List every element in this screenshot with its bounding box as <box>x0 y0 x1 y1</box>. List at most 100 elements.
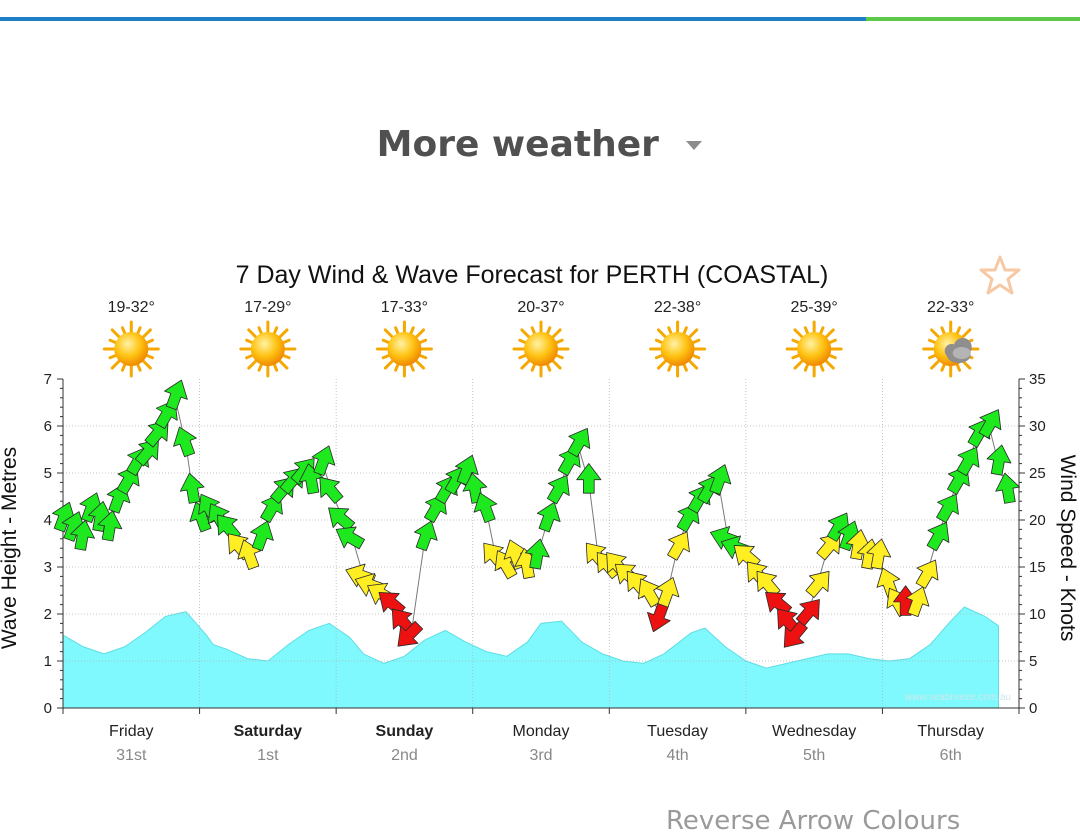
left-axis-label: Wave Height - Metres <box>0 447 21 649</box>
right-axis-tick-label: 0 <box>1029 700 1037 717</box>
favourite-star-icon[interactable] <box>979 255 1021 295</box>
more-weather-label[interactable]: More weather <box>376 124 659 165</box>
sun-icon <box>785 320 843 378</box>
wind-arrow <box>524 538 550 570</box>
day-temperature: 22-33° <box>927 299 974 316</box>
reverse-arrow-colours-link[interactable]: Reverse Arrow Colours <box>666 806 961 836</box>
wind-arrow <box>576 463 602 494</box>
x-axis-date-label: 4th <box>666 747 688 764</box>
wind-arrow <box>335 526 365 550</box>
wind-arrow <box>805 570 830 598</box>
wind-arrow <box>70 519 95 551</box>
wind-arrow <box>866 538 892 570</box>
right-axis-label: Wind Speed - Knots <box>1056 455 1079 642</box>
wind-wave-chart: 7 Day Wind & Wave Forecast for PERTH (CO… <box>0 255 1079 764</box>
sun-icon <box>102 320 160 378</box>
wind-arrow <box>179 472 205 504</box>
wind-arrow <box>845 529 871 561</box>
x-axis-day-label: Monday <box>513 723 570 740</box>
sun-icon <box>649 320 707 378</box>
top-accent-bar-green <box>866 17 1080 21</box>
wave-height-area <box>62 606 999 709</box>
wind-arrow <box>328 507 356 532</box>
wind-arrow <box>995 472 1021 504</box>
wind-arrow <box>546 475 570 505</box>
wind-arrow <box>707 464 732 495</box>
chevron-down-icon[interactable] <box>685 139 703 151</box>
x-axis-day-label: Thursday <box>917 723 984 740</box>
right-axis-tick-label: 5 <box>1029 653 1037 670</box>
day-temperature: 17-29° <box>244 299 291 316</box>
left-axis-tick-label: 7 <box>44 371 52 388</box>
wind-arrow <box>250 520 274 552</box>
x-axis-date-label: 6th <box>940 747 962 764</box>
sun-icon <box>239 320 297 378</box>
x-axis-day-label: Tuesday <box>647 723 708 740</box>
right-axis-tick-label: 25 <box>1029 465 1046 482</box>
day-temperature: 25-39° <box>790 299 837 316</box>
right-axis-tick-label: 10 <box>1029 606 1046 623</box>
wind-arrow <box>956 446 980 477</box>
x-axis-date-label: 1st <box>257 747 279 764</box>
wind-arrow <box>795 599 820 627</box>
wind-arrow <box>837 520 862 552</box>
wind-arrow <box>378 592 406 617</box>
x-axis-day-label: Saturday <box>234 723 303 740</box>
right-axis-tick-label: 30 <box>1029 418 1046 435</box>
left-axis-tick-label: 2 <box>44 606 52 623</box>
chart-watermark: www.seabreeze.com.au <box>904 692 1011 703</box>
right-axis-tick-label: 15 <box>1029 559 1046 576</box>
day-temperature: 19-32° <box>108 299 155 316</box>
sun-icon <box>375 320 433 378</box>
wind-arrow <box>915 559 939 589</box>
wind-arrow <box>473 492 498 524</box>
wind-arrow <box>783 620 808 648</box>
left-axis-tick-label: 6 <box>44 418 52 435</box>
wind-arrow <box>926 522 950 552</box>
wind-arrow <box>986 444 1012 476</box>
wind-arrow <box>311 445 336 477</box>
wind-arrow <box>733 545 761 570</box>
x-axis-day-label: Sunday <box>376 723 434 740</box>
day-temperature: 17-33° <box>381 299 428 316</box>
wind-arrow <box>164 379 188 411</box>
wind-arrow <box>514 547 540 579</box>
day-temperature: 20-37° <box>517 299 564 316</box>
left-axis-tick-label: 4 <box>44 512 52 529</box>
wind-arrow <box>647 601 671 633</box>
wind-arrow <box>905 586 930 618</box>
x-axis-date-label: 3rd <box>529 747 552 764</box>
wind-arrow <box>765 592 793 617</box>
wind-arrow <box>97 510 123 542</box>
wind-arrow <box>655 577 680 608</box>
top-accent-bar-blue <box>0 17 866 21</box>
wind-arrow <box>79 492 104 524</box>
wind-arrow <box>319 476 344 504</box>
wind-arrow <box>173 426 197 458</box>
left-axis-tick-label: 1 <box>44 653 52 670</box>
wind-arrow <box>756 570 781 598</box>
wind-arrow <box>61 511 86 542</box>
left-axis-tick-label: 3 <box>44 559 52 576</box>
x-axis-date-label: 5th <box>803 747 825 764</box>
left-axis-tick-label: 0 <box>44 700 52 717</box>
x-axis-day-label: Wednesday <box>772 723 856 740</box>
wind-arrow <box>567 428 591 458</box>
more-weather-toggle[interactable]: More weather <box>0 124 1080 165</box>
sun-icon <box>512 320 570 378</box>
x-axis-date-label: 31st <box>116 747 147 764</box>
wind-arrow <box>667 531 690 561</box>
chart-title: 7 Day Wind & Wave Forecast for PERTH (CO… <box>236 261 829 289</box>
left-axis-tick-label: 5 <box>44 465 52 482</box>
wind-arrow <box>52 501 76 533</box>
day-temperature: 22-38° <box>654 299 701 316</box>
wind-arrow <box>414 520 438 552</box>
right-axis-tick-label: 35 <box>1029 371 1046 388</box>
right-axis-tick-label: 20 <box>1029 512 1046 529</box>
wind-arrow <box>397 620 424 647</box>
x-axis-day-label: Friday <box>109 723 153 740</box>
wind-arrow <box>217 514 242 542</box>
wind-arrow <box>826 512 850 542</box>
x-axis-date-label: 2nd <box>391 747 418 764</box>
wind-arrow <box>936 493 959 524</box>
